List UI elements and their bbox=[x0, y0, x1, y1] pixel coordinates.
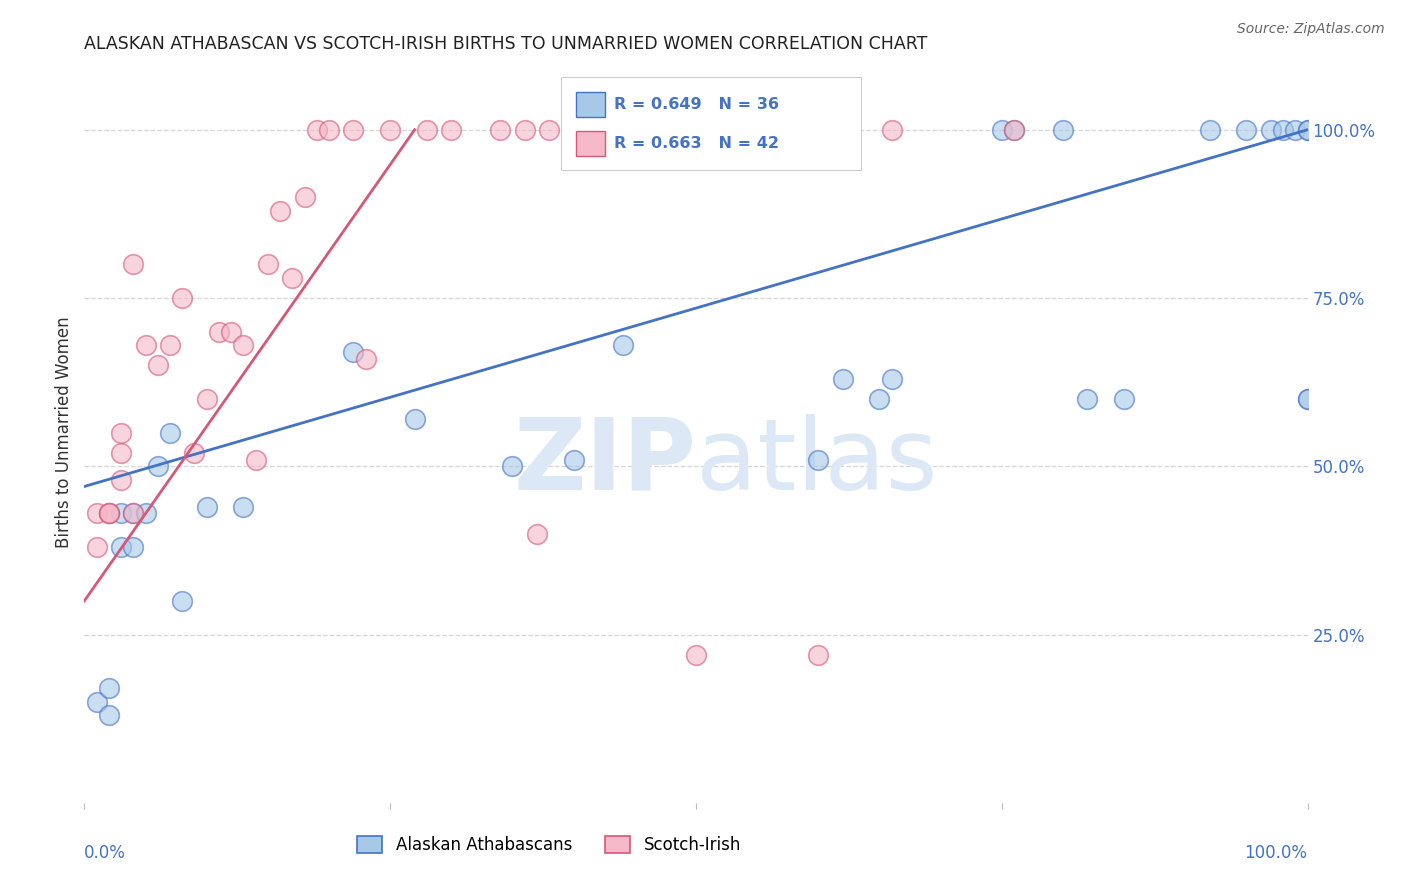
Point bbox=[342, 122, 364, 136]
Point bbox=[294, 190, 316, 204]
Point bbox=[562, 122, 585, 136]
Point bbox=[318, 122, 340, 136]
Point bbox=[232, 338, 254, 352]
Point bbox=[612, 122, 634, 136]
Point bbox=[122, 507, 145, 521]
Point bbox=[122, 257, 145, 271]
Point bbox=[305, 122, 328, 136]
Point bbox=[831, 372, 853, 386]
Point bbox=[172, 291, 194, 305]
Point bbox=[208, 325, 231, 339]
Point bbox=[110, 540, 132, 554]
Point bbox=[135, 338, 157, 352]
Point bbox=[110, 473, 132, 487]
Point bbox=[110, 425, 132, 440]
Point bbox=[1114, 392, 1136, 406]
Point bbox=[1052, 122, 1074, 136]
Point bbox=[1296, 122, 1319, 136]
Text: R = 0.663   N = 42: R = 0.663 N = 42 bbox=[614, 136, 779, 151]
Point bbox=[122, 540, 145, 554]
Text: 100.0%: 100.0% bbox=[1244, 844, 1308, 862]
Point bbox=[612, 338, 634, 352]
Point bbox=[1002, 122, 1025, 136]
Point bbox=[1076, 392, 1098, 406]
Text: Source: ZipAtlas.com: Source: ZipAtlas.com bbox=[1237, 22, 1385, 37]
Point bbox=[1198, 122, 1220, 136]
Point bbox=[183, 446, 205, 460]
Point bbox=[807, 452, 830, 467]
Text: 0.0%: 0.0% bbox=[84, 844, 127, 862]
Point bbox=[195, 500, 218, 514]
Point bbox=[538, 122, 561, 136]
Point bbox=[354, 351, 377, 366]
Point bbox=[721, 122, 744, 136]
Point bbox=[159, 338, 181, 352]
Point bbox=[489, 122, 512, 136]
Point bbox=[281, 270, 304, 285]
Legend: Alaskan Athabascans, Scotch-Irish: Alaskan Athabascans, Scotch-Irish bbox=[350, 830, 748, 861]
Point bbox=[232, 500, 254, 514]
Point bbox=[1284, 122, 1306, 136]
Point bbox=[110, 507, 132, 521]
Point bbox=[146, 459, 169, 474]
Point bbox=[269, 203, 291, 218]
Point bbox=[562, 452, 585, 467]
Point bbox=[502, 459, 524, 474]
Point bbox=[172, 594, 194, 608]
Point bbox=[97, 708, 120, 723]
Point bbox=[219, 325, 242, 339]
Point bbox=[97, 507, 120, 521]
Point bbox=[991, 122, 1014, 136]
Point bbox=[86, 540, 108, 554]
Point bbox=[97, 681, 120, 696]
Y-axis label: Births to Unmarried Women: Births to Unmarried Women bbox=[55, 317, 73, 549]
Point bbox=[526, 526, 548, 541]
Point bbox=[869, 392, 891, 406]
Point bbox=[86, 695, 108, 709]
Point bbox=[880, 122, 903, 136]
Text: R = 0.649   N = 36: R = 0.649 N = 36 bbox=[614, 97, 779, 112]
FancyBboxPatch shape bbox=[561, 78, 860, 169]
Text: ALASKAN ATHABASCAN VS SCOTCH-IRISH BIRTHS TO UNMARRIED WOMEN CORRELATION CHART: ALASKAN ATHABASCAN VS SCOTCH-IRISH BIRTH… bbox=[84, 35, 928, 53]
Point bbox=[1260, 122, 1282, 136]
Point bbox=[416, 122, 439, 136]
Point bbox=[146, 359, 169, 373]
Text: atlas: atlas bbox=[696, 414, 938, 511]
Point bbox=[97, 507, 120, 521]
Point bbox=[1296, 392, 1319, 406]
Point bbox=[86, 507, 108, 521]
Point bbox=[685, 648, 707, 662]
Point bbox=[245, 452, 267, 467]
Point bbox=[122, 507, 145, 521]
Point bbox=[110, 446, 132, 460]
Point bbox=[195, 392, 218, 406]
Point bbox=[342, 344, 364, 359]
Point bbox=[97, 507, 120, 521]
Point bbox=[1296, 392, 1319, 406]
Point bbox=[257, 257, 280, 271]
Point bbox=[880, 372, 903, 386]
Point bbox=[440, 122, 463, 136]
FancyBboxPatch shape bbox=[576, 92, 606, 117]
FancyBboxPatch shape bbox=[576, 130, 606, 156]
Point bbox=[404, 412, 426, 426]
Point bbox=[1002, 122, 1025, 136]
Point bbox=[380, 122, 402, 136]
Point bbox=[159, 425, 181, 440]
Point bbox=[513, 122, 536, 136]
Point bbox=[1236, 122, 1258, 136]
Point bbox=[1272, 122, 1295, 136]
Point bbox=[807, 648, 830, 662]
Text: ZIP: ZIP bbox=[513, 414, 696, 511]
Point bbox=[1296, 122, 1319, 136]
Point bbox=[135, 507, 157, 521]
